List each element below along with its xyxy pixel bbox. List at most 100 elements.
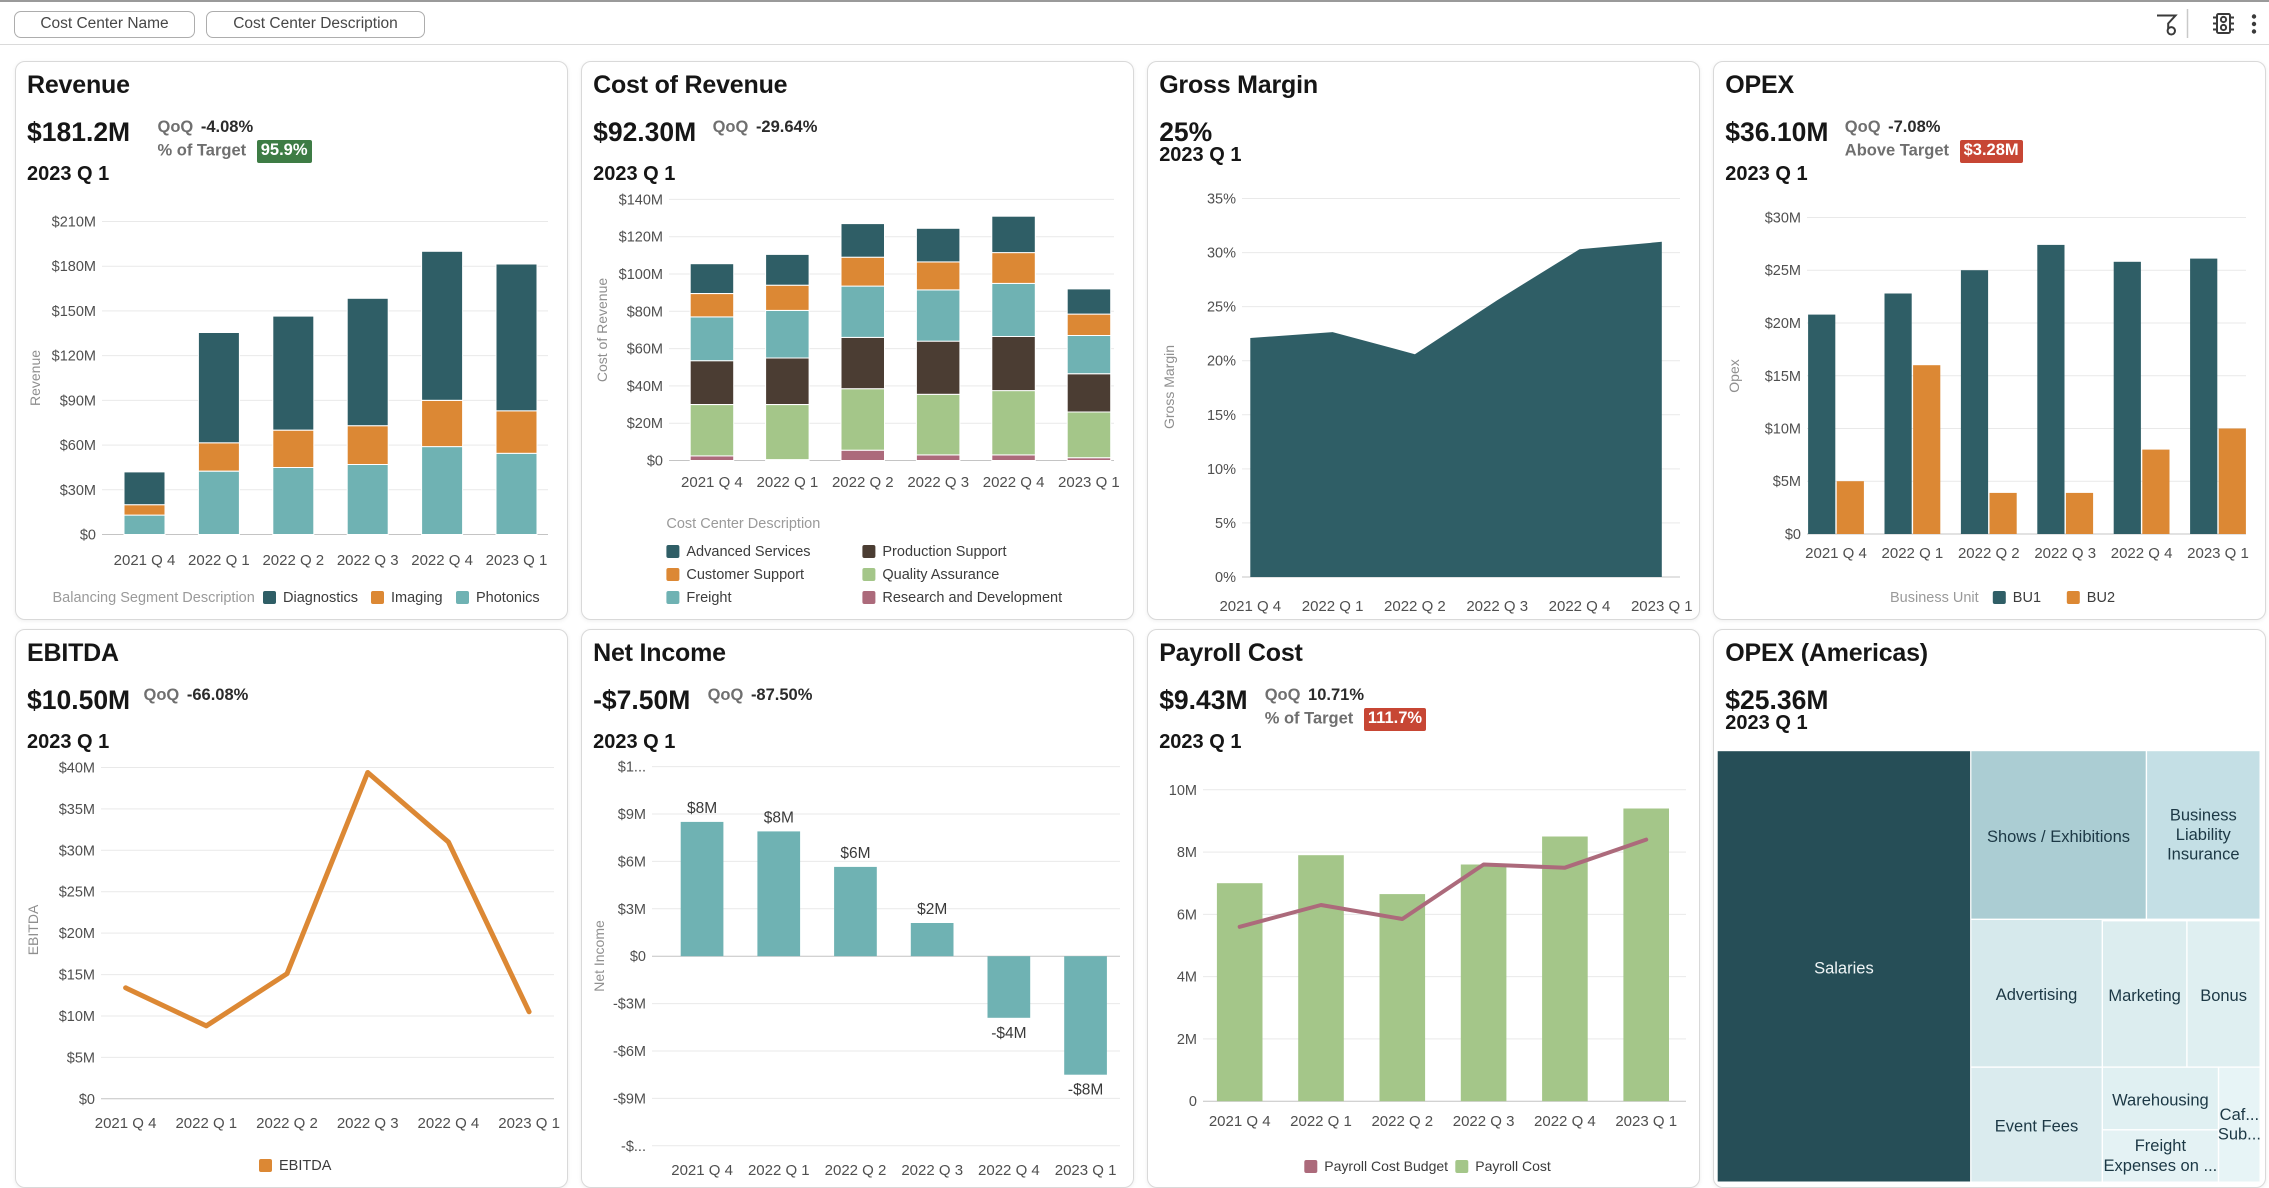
svg-text:Payroll Cost: Payroll Cost (1475, 1158, 1551, 1174)
svg-text:Net Income: Net Income (591, 919, 607, 991)
svg-text:2021 Q 4: 2021 Q 4 (113, 552, 175, 569)
svg-text:Advanced Services: Advanced Services (686, 544, 810, 560)
svg-text:2022 Q 4: 2022 Q 4 (1548, 598, 1610, 615)
svg-text:$25M: $25M (58, 884, 94, 900)
svg-text:2022 Q 3: 2022 Q 3 (2034, 545, 2096, 562)
svg-text:2022 Q 1: 2022 Q 1 (1301, 598, 1363, 615)
svg-text:2022 Q 3: 2022 Q 3 (336, 1115, 398, 1132)
svg-text:$0: $0 (1785, 527, 1801, 543)
svg-text:$140M: $140M (618, 192, 662, 208)
svg-text:Business: Business (2170, 806, 2237, 824)
svg-text:2022 Q 1: 2022 Q 1 (1290, 1113, 1352, 1130)
svg-text:$10M: $10M (1765, 421, 1801, 437)
svg-text:2023 Q 1: 2023 Q 1 (1054, 1162, 1116, 1179)
svg-text:10%: 10% (1207, 461, 1236, 477)
svg-text:$25M: $25M (1765, 263, 1801, 279)
svg-text:2023 Q 1: 2023 Q 1 (1631, 598, 1693, 615)
svg-text:Imaging: Imaging (391, 590, 443, 606)
svg-text:$0: $0 (646, 453, 662, 469)
svg-text:-$...: -$... (621, 1138, 646, 1154)
svg-text:-$3M: -$3M (613, 996, 646, 1012)
svg-text:2022 Q 4: 2022 Q 4 (982, 474, 1044, 491)
svg-text:$2M: $2M (917, 901, 947, 918)
svg-text:2022 Q 2: 2022 Q 2 (824, 1162, 886, 1179)
svg-text:Photonics: Photonics (476, 590, 540, 606)
svg-text:10M: 10M (1168, 782, 1196, 798)
svg-text:2022 Q 2: 2022 Q 2 (832, 474, 894, 491)
svg-text:$5M: $5M (66, 1050, 94, 1066)
svg-text:2022 Q 1: 2022 Q 1 (188, 552, 250, 569)
svg-text:8M: 8M (1177, 845, 1197, 861)
svg-text:2022 Q 3: 2022 Q 3 (1452, 1113, 1514, 1130)
svg-text:30%: 30% (1207, 245, 1236, 261)
svg-text:$60M: $60M (626, 341, 662, 357)
svg-text:Payroll Cost Budget: Payroll Cost Budget (1324, 1158, 1448, 1174)
svg-text:2022 Q 3: 2022 Q 3 (907, 474, 969, 491)
svg-text:EBITDA: EBITDA (25, 904, 41, 955)
svg-text:Freight: Freight (686, 590, 731, 606)
svg-text:Revenue: Revenue (27, 349, 43, 405)
svg-text:2022 Q 2: 2022 Q 2 (1384, 598, 1446, 615)
svg-text:2023 Q 1: 2023 Q 1 (485, 552, 547, 569)
svg-text:$0: $0 (79, 527, 95, 543)
svg-text:Advertising: Advertising (1995, 986, 2077, 1004)
svg-text:$100M: $100M (618, 267, 662, 283)
svg-text:Research and Development: Research and Development (882, 590, 1062, 606)
svg-text:2021 Q 4: 2021 Q 4 (1805, 545, 1867, 562)
svg-text:-$8M: -$8M (1068, 1081, 1103, 1098)
svg-text:$20M: $20M (626, 416, 662, 432)
svg-text:$5M: $5M (1773, 474, 1801, 490)
svg-text:$60M: $60M (59, 438, 95, 454)
svg-text:$20M: $20M (1765, 316, 1801, 332)
svg-text:Sub...: Sub... (2218, 1125, 2261, 1143)
svg-text:2023 Q 1: 2023 Q 1 (2187, 545, 2249, 562)
svg-text:2021 Q 4: 2021 Q 4 (1209, 1113, 1271, 1130)
svg-text:2022 Q 4: 2022 Q 4 (411, 552, 473, 569)
svg-text:$210M: $210M (51, 214, 95, 230)
svg-text:20%: 20% (1207, 353, 1236, 369)
svg-text:EBITDA: EBITDA (279, 1158, 332, 1174)
svg-text:$150M: $150M (51, 303, 95, 319)
svg-text:$80M: $80M (626, 304, 662, 320)
svg-text:Cost of Revenue: Cost of Revenue (594, 277, 610, 381)
svg-text:Quality Assurance: Quality Assurance (882, 567, 999, 583)
svg-text:$180M: $180M (51, 259, 95, 275)
svg-text:2022 Q 2: 2022 Q 2 (1371, 1113, 1433, 1130)
svg-text:Event Fees: Event Fees (1995, 1117, 2078, 1135)
svg-text:2022 Q 4: 2022 Q 4 (2111, 545, 2173, 562)
svg-text:2021 Q 4: 2021 Q 4 (94, 1115, 156, 1132)
svg-text:$0: $0 (629, 949, 645, 965)
svg-text:$30M: $30M (59, 482, 95, 498)
svg-text:Liability: Liability (2176, 825, 2232, 843)
svg-text:$10M: $10M (58, 1009, 94, 1025)
svg-text:2023 Q 1: 2023 Q 1 (1058, 474, 1120, 491)
svg-text:$3M: $3M (617, 901, 645, 917)
svg-text:$6M: $6M (617, 854, 645, 870)
svg-text:5%: 5% (1215, 515, 1236, 531)
svg-text:2021 Q 4: 2021 Q 4 (681, 474, 743, 491)
svg-text:-$6M: -$6M (613, 1044, 646, 1060)
svg-text:-$9M: -$9M (613, 1091, 646, 1107)
svg-text:$20M: $20M (58, 926, 94, 942)
svg-text:Customer Support: Customer Support (686, 567, 804, 583)
svg-text:2022 Q 3: 2022 Q 3 (901, 1162, 963, 1179)
svg-text:$8M: $8M (763, 809, 793, 826)
svg-text:Gross Margin: Gross Margin (1161, 344, 1177, 428)
svg-text:$15M: $15M (1765, 368, 1801, 384)
svg-text:6M: 6M (1177, 907, 1197, 923)
svg-text:BU2: BU2 (2087, 590, 2115, 606)
svg-text:$30M: $30M (1765, 210, 1801, 226)
svg-text:2M: 2M (1177, 1031, 1197, 1047)
svg-text:Production Support: Production Support (882, 544, 1006, 560)
svg-text:$30M: $30M (58, 843, 94, 859)
svg-text:2022 Q 4: 2022 Q 4 (1534, 1113, 1596, 1130)
svg-text:15%: 15% (1207, 407, 1236, 423)
svg-text:2022 Q 2: 2022 Q 2 (262, 552, 324, 569)
svg-text:-$4M: -$4M (991, 1024, 1026, 1041)
svg-text:Opex: Opex (1726, 359, 1742, 392)
svg-text:$9M: $9M (617, 807, 645, 823)
svg-text:$40M: $40M (626, 378, 662, 394)
svg-text:BU1: BU1 (2013, 590, 2041, 606)
svg-text:Expenses on ...: Expenses on ... (2103, 1156, 2217, 1174)
svg-text:Caf...: Caf... (2219, 1105, 2258, 1123)
